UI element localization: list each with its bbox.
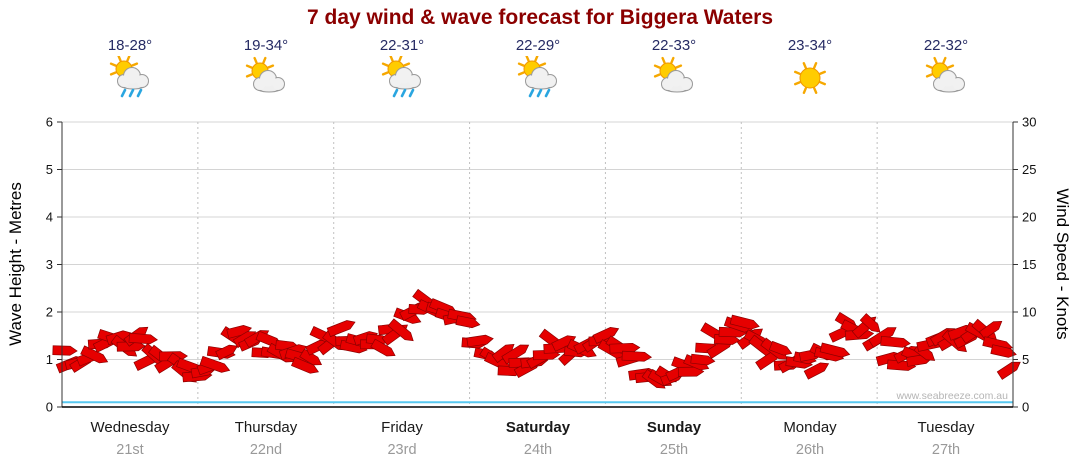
date-label: 26th	[795, 442, 825, 458]
day-label: Wednesday	[90, 419, 170, 436]
svg-text:25: 25	[1022, 162, 1036, 177]
day-summary: 23-34°	[742, 36, 878, 102]
weather-icon	[742, 56, 878, 102]
svg-text:20: 20	[1022, 210, 1036, 225]
day-summary: 18-28°	[62, 36, 198, 102]
svg-text:6: 6	[46, 115, 53, 130]
day-label: Monday	[783, 419, 837, 436]
weather-icon	[62, 56, 198, 102]
day-label: Thursday	[234, 419, 298, 436]
weather-icon	[198, 56, 334, 102]
date-label: 25th	[659, 442, 689, 458]
day-summary: 22-33°	[606, 36, 742, 102]
watermark: www.seabreeze.com.au	[896, 390, 1009, 402]
svg-text:1: 1	[46, 352, 53, 367]
temperature-range: 23-34°	[787, 37, 833, 54]
date-label: 23rd	[387, 442, 417, 458]
day-label: Sunday	[646, 419, 702, 436]
svg-text:5: 5	[1022, 352, 1029, 367]
svg-text:3: 3	[46, 257, 53, 272]
weather-icon	[470, 56, 606, 102]
page-title: 7 day wind & wave forecast for Biggera W…	[306, 6, 774, 29]
svg-text:0: 0	[46, 400, 53, 415]
weather-icon	[334, 56, 470, 102]
svg-text:5: 5	[46, 162, 53, 177]
day-summary: 22-29°	[470, 36, 606, 102]
temperature-range: 22-31°	[379, 37, 425, 54]
day-label: Saturday	[505, 419, 571, 436]
left-axis-title: Wave Height - Metres	[6, 182, 25, 346]
day-summary: 22-31°	[334, 36, 470, 102]
temperature-range: 22-29°	[515, 37, 561, 54]
svg-text:4: 4	[46, 210, 53, 225]
date-label: 27th	[931, 442, 961, 458]
day-label: Tuesday	[917, 419, 975, 436]
day-label: Friday	[381, 419, 423, 436]
day-summary: 19-34°	[198, 36, 334, 102]
svg-text:10: 10	[1022, 305, 1036, 320]
date-label: 21st	[116, 442, 144, 458]
weather-icon	[606, 56, 742, 102]
svg-text:2: 2	[46, 305, 53, 320]
temperature-range: 22-33°	[651, 37, 697, 54]
date-label: 24th	[523, 442, 553, 458]
date-label: 22nd	[249, 442, 283, 458]
svg-text:15: 15	[1022, 257, 1036, 272]
temperature-range: 19-34°	[243, 37, 289, 54]
svg-text:30: 30	[1022, 115, 1036, 130]
temperature-range: 18-28°	[107, 37, 153, 54]
temperature-range: 22-32°	[923, 37, 969, 54]
right-axis-title: Wind Speed - Knots	[1053, 188, 1072, 340]
day-summary: 22-32°	[878, 36, 1014, 102]
svg-text:0: 0	[1022, 400, 1029, 415]
weather-icon	[878, 56, 1014, 102]
